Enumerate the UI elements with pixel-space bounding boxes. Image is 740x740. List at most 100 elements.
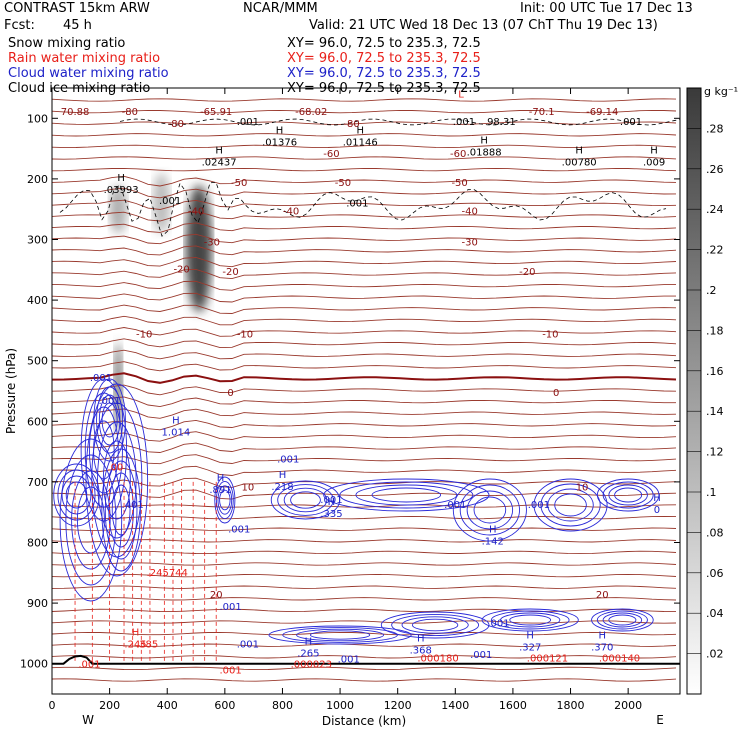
extremum-value-24: .401 [122,500,144,511]
extremum-value-5: .02437 [202,158,237,169]
colorbar-label-5: .12 [706,446,724,459]
cloud-water-ring-13-0 [481,608,579,632]
extremum-value-34: .001 [470,650,492,661]
isotherm-label-14: -40 [283,206,299,217]
isotherm-14 [52,257,677,268]
cloud-water-ring-15-2 [296,628,385,642]
isotherm-30 [52,442,677,453]
x-tick-label-8: 1600 [499,699,527,712]
cloud-water-ring-1-3 [76,486,105,554]
cloud-water-ring-6-3 [219,489,231,511]
isotherm-49 [52,666,677,671]
cloud-water-ring-12-3 [411,618,459,632]
extremum-marker-18: H [217,473,225,484]
cloud-water-ring-7-1 [277,484,334,516]
extremum-marker-26: H [489,524,497,535]
extremum-value-20: .335 [320,509,342,520]
extremum-value-40: .001 [78,659,100,670]
colorbar-unit: g kg⁻¹ [704,85,738,98]
east-label: E [656,713,664,727]
extremum-value-22: .001 [528,500,550,511]
cloud-water-ring-15-0 [268,625,412,645]
cloud-water-ring-15-3 [309,630,371,640]
isotherm-label-26: 10 [242,483,255,494]
cloud-water-ring-14-1 [596,610,648,630]
isotherm-2 [52,121,677,125]
isotherm-3 [52,133,677,137]
cloud-ice-upper-outline [119,118,680,126]
isotherm-6 [52,167,677,172]
extremum-marker-1: H [356,126,364,137]
isotherm-11 [52,222,677,233]
extremum-value-30: .265 [297,649,319,660]
isotherm-label-29: 20 [596,590,609,601]
isotherm-label-19: -20 [222,267,238,278]
isotherm-28 [52,419,677,431]
cloud-water-ring-12-1 [391,613,480,637]
extremum-value-10: 98.31 [487,117,516,128]
y-tick-label-3: 400 [27,294,48,307]
isotherm-39 [52,550,677,555]
isotherm-41 [52,573,677,578]
isotherm-label-13: -40 [188,206,204,217]
cloud-water-ring-14-2 [602,612,643,628]
field-name-snow: Snow mixing ratio [8,36,126,51]
colorbar-label-11: .24 [706,203,724,216]
org-label: NCAR/MMM [243,1,318,16]
cloud-water-ring-7-3 [290,491,321,509]
extremum-value-27: .245744 [147,568,188,579]
isotherm-24 [52,372,677,384]
cloud-water-ring-12-0 [380,611,490,639]
isotherm-45 [52,620,677,624]
cloud-water-ring-10-2 [547,488,594,522]
isotherm-16 [52,280,677,291]
colorbar-label-7: .16 [706,365,724,378]
cloud-water-ring-14-0 [591,608,654,632]
x-tick-label-10: 2000 [614,699,642,712]
cloud-water-ring-6-1 [215,480,234,520]
extremum-value-41: .001 [219,666,241,677]
cloud-water-ring-4-1 [96,386,124,454]
colorbar-label-3: .08 [706,526,724,539]
cloud-water-ring-5-1 [104,460,138,560]
contour-labels: 70.88 -80 -65.91 -68.02 -70.1 -69.14 -80 -80 -60… [61,107,619,601]
extremum-value-12: .001 [346,198,368,209]
cloud-water-ring-7-0 [270,480,341,520]
x-tick-label-9: 1800 [557,699,585,712]
y-tick-label-2: 300 [27,234,48,247]
isotherm-23 [52,361,677,372]
extremum-marker-17: H [279,470,287,481]
extremum-value-29: .001 [487,618,509,629]
y-tick-label-4: 500 [27,355,48,368]
cloud-water-ring-11-0 [596,478,660,512]
fcst-label: Fcst: [4,18,35,33]
y-tick-label-6: 700 [27,476,48,489]
cloud-water-ring-11-3 [614,487,643,503]
isotherm-47 [52,643,677,647]
cloud-water-contours [53,378,660,645]
extremum-value-35: .001 [338,655,360,666]
isotherm-label-5: -69.14 [586,107,618,118]
x-tick-label-7: 1400 [441,699,469,712]
isotherm-20 [52,327,677,337]
extremum-value-14: .001 [98,396,120,407]
cloud-water-ring-9-0 [452,478,527,542]
extremum-value-26: .142 [482,536,504,547]
cloud-water-ring-0-2 [61,475,92,515]
isotherm-12 [52,233,677,245]
isotherm-label-2: -65.91 [200,107,232,118]
x-tick-label-1: 200 [99,699,120,712]
isotherm-label-7: -80 [343,119,359,130]
extremum-value-16: .001 [277,455,299,466]
isotherm-40 [52,562,677,566]
x-axis-label: Distance (km) [322,714,406,728]
cloud-water-ring-14-3 [608,614,637,626]
isotherm-label-4: -70.1 [529,107,555,118]
temperature-contours [52,98,677,682]
extremum-marker-37: H [132,627,140,638]
isotherm-label-17: -30 [462,237,478,248]
isotherm-label-10: -50 [231,178,247,189]
cloud-water-ring-4-3 [101,402,118,438]
isotherm-46 [52,631,677,636]
